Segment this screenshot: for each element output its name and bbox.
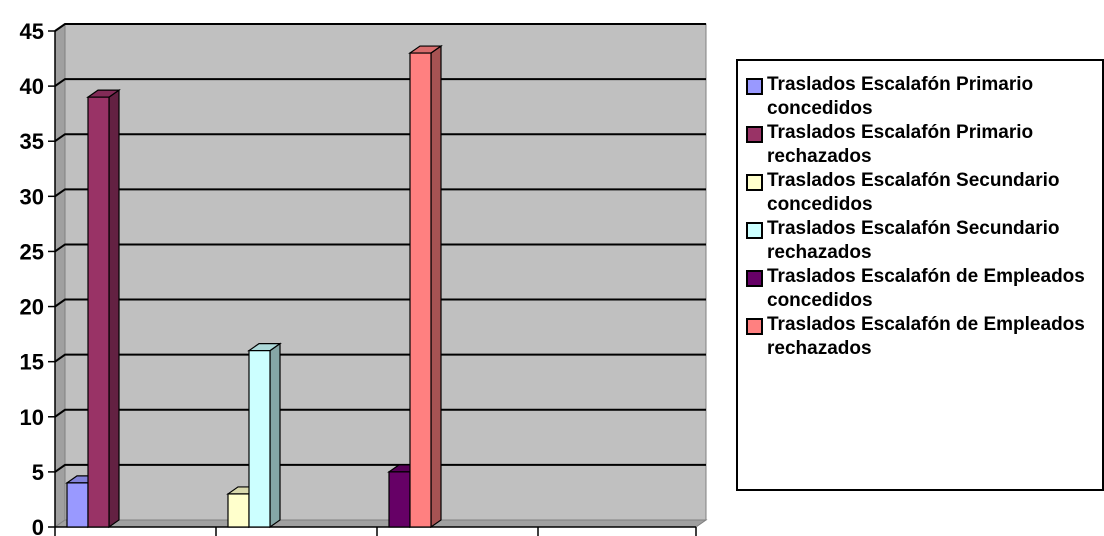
gridline (54, 353, 706, 363)
y-tick-label: 5 (32, 460, 44, 485)
legend-label: Traslados Escalafón de Empleados concedi… (767, 266, 1085, 311)
legend-label: Traslados Escalafón Secundario rechazado… (767, 218, 1060, 263)
y-tick-label: 35 (20, 129, 44, 154)
legend-swatch (746, 174, 763, 191)
gridlines (54, 23, 706, 473)
bar (408, 44, 443, 529)
legend-label: Traslados Escalafón Primario concedidos (767, 74, 1034, 119)
back-wall (64, 23, 707, 521)
y-tick-label: 25 (20, 239, 44, 264)
bars (65, 44, 443, 529)
y-axis-ticks: 0 5 10 15 20 25 30 35 40 45 (20, 19, 44, 536)
bar (247, 342, 282, 529)
gridline (54, 188, 706, 198)
gridline (54, 133, 706, 143)
legend-swatch (746, 126, 763, 143)
legend-swatch (746, 318, 763, 335)
gridline (54, 23, 706, 32)
y-tick-label: 10 (20, 405, 44, 430)
gridline (54, 243, 706, 253)
plot-area (53, 23, 708, 528)
gridline (54, 78, 706, 87)
gridline (54, 408, 706, 418)
bar (86, 88, 121, 529)
side-wall (54, 23, 66, 528)
legend: Traslados Escalafón Primario concedidos T… (736, 59, 1104, 491)
legend-swatch (746, 270, 763, 287)
legend-swatch (746, 78, 763, 95)
y-tick-label: 45 (20, 19, 44, 44)
y-tick-label: 15 (20, 350, 44, 375)
y-tick-label: 0 (32, 515, 44, 536)
y-tick-label: 20 (20, 295, 44, 320)
floor (53, 519, 708, 528)
y-tick-label: 30 (20, 184, 44, 209)
gridline (54, 298, 706, 308)
legend-label: Traslados Escalafón Primario rechazados (767, 122, 1034, 167)
y-tick-label: 40 (20, 74, 44, 99)
legend-label: Traslados Escalafón de Empleados rechaza… (767, 314, 1085, 359)
gridline (54, 463, 706, 473)
legend-swatch (746, 222, 763, 239)
axes (48, 30, 697, 536)
legend-label: Traslados Escalafón Secundario concedido… (767, 170, 1060, 215)
